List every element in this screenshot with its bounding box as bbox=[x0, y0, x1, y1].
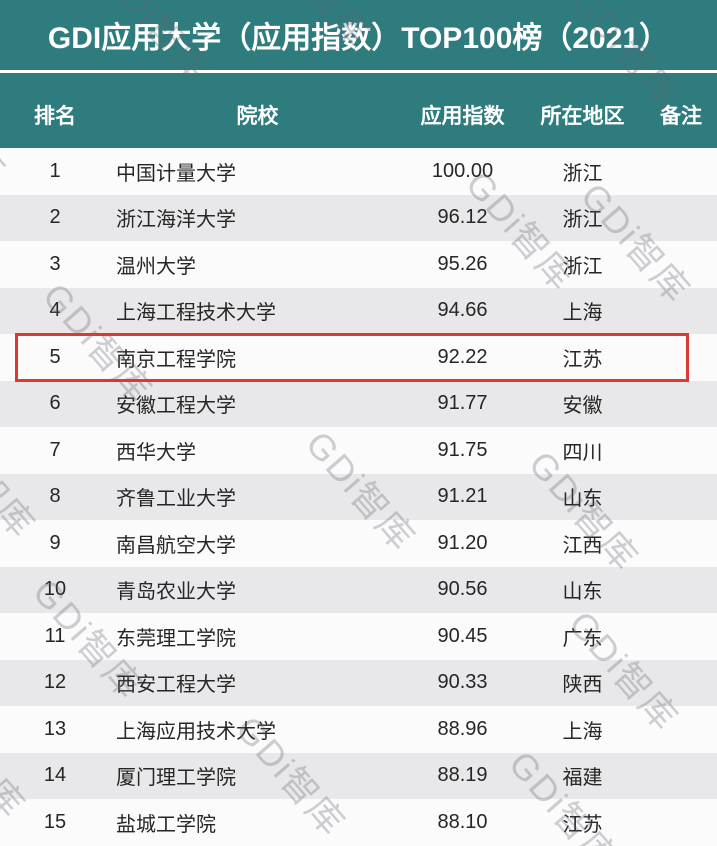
table-row: 13 上海应用技术大学 88.96 上海 bbox=[0, 706, 717, 753]
table-row: 7 西华大学 91.75 四川 bbox=[0, 427, 717, 474]
index-cell: 95.26 bbox=[437, 252, 488, 275]
column-header-row: 排名 院校 应用指数 所在地区 备注 bbox=[0, 100, 717, 130]
table-row: 12 西安工程大学 90.33 陕西 bbox=[0, 659, 717, 707]
table-row: 9 南昌航空大学 91.20 江西 bbox=[0, 520, 717, 567]
region-cell: 浙江 bbox=[562, 162, 603, 185]
index-cell: 88.19 bbox=[437, 764, 488, 787]
rank-cell: 4 bbox=[49, 299, 61, 322]
column-header-school: 院校 bbox=[236, 105, 279, 128]
region-cell: 浙江 bbox=[562, 209, 603, 232]
index-cell: 91.75 bbox=[437, 438, 488, 461]
table-row: 4 上海工程技术大学 94.66 上海 bbox=[0, 287, 717, 335]
rank-cell: 7 bbox=[49, 438, 61, 461]
school-cell: 西华大学 bbox=[116, 441, 196, 464]
region-cell: 江苏 bbox=[562, 348, 603, 371]
ranking-table-body: 1 中国计量大学 100.00 浙江 2 浙江海洋大学 96.12 浙江 3 温州大学 95.26 浙… bbox=[0, 148, 717, 846]
table-row: 8 齐鲁工业大学 91.21 山东 bbox=[0, 473, 717, 521]
index-cell: 90.45 bbox=[437, 624, 488, 647]
region-cell: 江苏 bbox=[562, 813, 603, 836]
region-cell: 上海 bbox=[562, 720, 603, 743]
table-row: 1 中国计量大学 100.00 浙江 bbox=[0, 148, 717, 195]
column-header-rank: 排名 bbox=[34, 105, 76, 128]
column-header-index: 应用指数 bbox=[420, 105, 505, 128]
school-cell: 西安工程大学 bbox=[116, 674, 236, 697]
index-cell: 96.12 bbox=[437, 206, 488, 229]
school-cell: 南京工程学院 bbox=[116, 348, 236, 371]
table-header: GDI应用大学（应用指数）TOP100榜（2021） 排名 院校 应用指数 所在… bbox=[0, 0, 717, 148]
index-cell: 88.10 bbox=[437, 810, 488, 833]
school-cell: 东莞理工学院 bbox=[116, 627, 236, 650]
rank-cell: 13 bbox=[43, 717, 67, 740]
region-cell: 山东 bbox=[562, 488, 603, 511]
region-cell: 安徽 bbox=[562, 395, 603, 418]
region-cell: 福建 bbox=[562, 767, 603, 790]
region-cell: 陕西 bbox=[562, 674, 603, 697]
rank-cell: 6 bbox=[49, 392, 61, 415]
rank-cell: 11 bbox=[44, 624, 66, 647]
rank-cell: 5 bbox=[49, 345, 61, 368]
table-row: 5 南京工程学院 92.22 江苏 bbox=[0, 334, 717, 381]
column-header-region: 所在地区 bbox=[540, 105, 625, 128]
index-cell: 91.20 bbox=[437, 531, 488, 554]
region-cell: 浙江 bbox=[562, 255, 603, 278]
table-row: 3 温州大学 95.26 浙江 bbox=[0, 241, 717, 288]
rank-cell: 1 bbox=[49, 159, 61, 182]
school-cell: 青岛农业大学 bbox=[116, 581, 236, 604]
index-cell: 88.96 bbox=[437, 717, 488, 740]
school-cell: 中国计量大学 bbox=[116, 162, 236, 185]
region-cell: 上海 bbox=[562, 302, 603, 325]
school-cell: 盐城工学院 bbox=[116, 813, 216, 836]
table-row: 14 厦门理工学院 88.19 福建 bbox=[0, 752, 717, 800]
rank-cell: 15 bbox=[43, 810, 67, 833]
column-header-note: 备注 bbox=[660, 105, 702, 128]
page-title: GDI应用大学（应用指数）TOP100榜（2021） bbox=[47, 22, 670, 55]
index-cell: 94.66 bbox=[437, 299, 488, 322]
rank-cell: 14 bbox=[43, 764, 67, 787]
school-cell: 上海工程技术大学 bbox=[116, 302, 276, 325]
index-cell: 90.56 bbox=[437, 578, 488, 601]
school-cell: 上海应用技术大学 bbox=[116, 720, 276, 743]
school-cell: 安徽工程大学 bbox=[116, 395, 236, 418]
school-cell: 温州大学 bbox=[116, 255, 196, 278]
school-cell: 厦门理工学院 bbox=[116, 767, 236, 790]
table-row: 2 浙江海洋大学 96.12 浙江 bbox=[0, 194, 717, 242]
rank-cell: 8 bbox=[49, 485, 61, 508]
rank-cell: 2 bbox=[49, 206, 61, 229]
index-cell: 90.33 bbox=[437, 671, 488, 694]
rank-cell: 12 bbox=[43, 671, 67, 694]
index-cell: 91.77 bbox=[437, 392, 488, 415]
rank-cell: 3 bbox=[49, 252, 61, 275]
table-row: 15 盐城工学院 88.10 江苏 bbox=[0, 799, 717, 846]
table-row: 6 安徽工程大学 91.77 安徽 bbox=[0, 380, 717, 428]
table-row: 10 青岛农业大学 90.56 山东 bbox=[0, 566, 717, 614]
school-cell: 浙江海洋大学 bbox=[116, 209, 236, 232]
table-row: 11 东莞理工学院 90.45 广东 bbox=[0, 613, 717, 660]
school-cell: 南昌航空大学 bbox=[116, 534, 236, 557]
index-cell: 92.22 bbox=[437, 345, 488, 368]
region-cell: 山东 bbox=[562, 581, 603, 604]
school-cell: 齐鲁工业大学 bbox=[116, 488, 236, 511]
region-cell: 广东 bbox=[562, 627, 603, 650]
region-cell: 四川 bbox=[562, 441, 603, 464]
index-cell: 100.00 bbox=[431, 159, 494, 182]
index-cell: 91.21 bbox=[437, 485, 488, 508]
rank-cell: 10 bbox=[43, 578, 67, 601]
header-divider bbox=[0, 70, 717, 73]
region-cell: 江西 bbox=[562, 534, 603, 557]
rank-cell: 9 bbox=[49, 531, 61, 554]
